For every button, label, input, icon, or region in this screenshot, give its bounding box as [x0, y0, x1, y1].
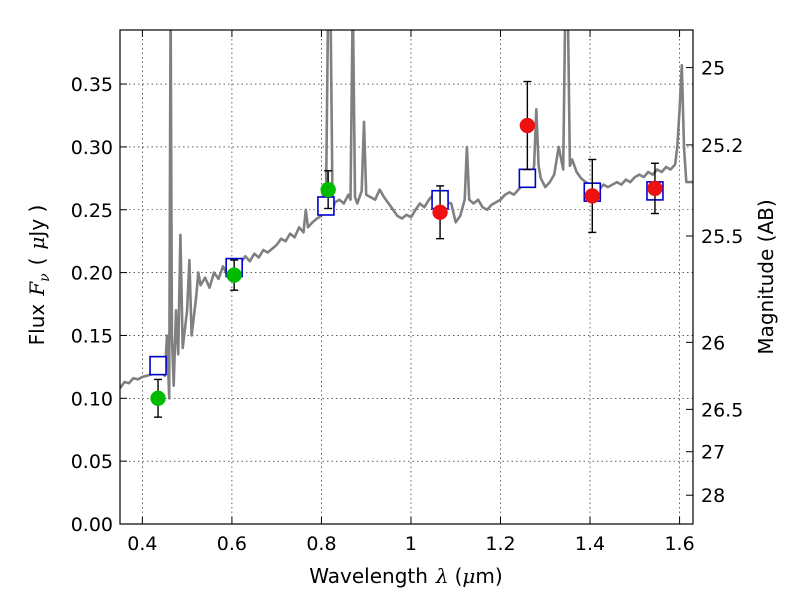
x-tick-label: 0.6	[217, 533, 247, 555]
y2-tick-label: 28	[701, 485, 725, 507]
y2-axis-label: Magnitude (AB)	[754, 199, 778, 354]
observed-nir-point	[584, 188, 601, 204]
model-photometry-square	[317, 196, 335, 216]
y-tick-label: 0.15	[71, 325, 113, 347]
x-tick-label: 0.4	[127, 533, 157, 555]
y-tick-label: 0.20	[71, 263, 113, 285]
observed-nir-point	[519, 117, 536, 134]
y-tick-label: 0.30	[71, 137, 113, 159]
y2-tick-label: 25	[701, 58, 725, 80]
y-tick-label: 0.10	[71, 388, 113, 410]
y2-tick-label: 26.5	[701, 399, 743, 421]
y2-tick-label: 25.5	[701, 226, 743, 248]
observed-optical-point	[226, 267, 242, 283]
y-axis-label: FluxFν(μJy )	[25, 205, 53, 346]
observed-optical-point	[150, 390, 166, 407]
x-tick-label: 0.8	[306, 533, 336, 555]
y-tick-label: 0.25	[71, 200, 113, 222]
observed-nir-point	[647, 180, 663, 197]
y2-tick-label: 27	[701, 442, 725, 464]
y-tick-label: 0.35	[71, 74, 113, 96]
y2-tick-label: 26	[701, 332, 725, 354]
y2-tick-label: 25.2	[701, 135, 743, 157]
x-tick-label: 1.4	[575, 533, 605, 555]
x-tick-label: 1.2	[485, 533, 515, 555]
y-tick-label: 0.00	[71, 514, 113, 536]
x-tick-label: 1	[405, 533, 417, 555]
model-photometry-square	[149, 355, 167, 376]
x-tick-label: 1.6	[664, 533, 694, 555]
axis-ticks: 0.4 0.6 0.8 1 1.2 1.4 1.6 0.00 0.05 0.10 0.15 0.20 0…	[71, 30, 743, 555]
model-photometry-square	[518, 168, 537, 189]
observed-nir-point	[432, 204, 448, 221]
x-axis-label: Wavelength λ (μm)	[309, 564, 502, 588]
plot-frame	[119, 29, 694, 525]
observed-optical-point	[320, 181, 336, 198]
plot-area	[120, 30, 693, 418]
y-tick-label: 0.05	[71, 451, 113, 473]
